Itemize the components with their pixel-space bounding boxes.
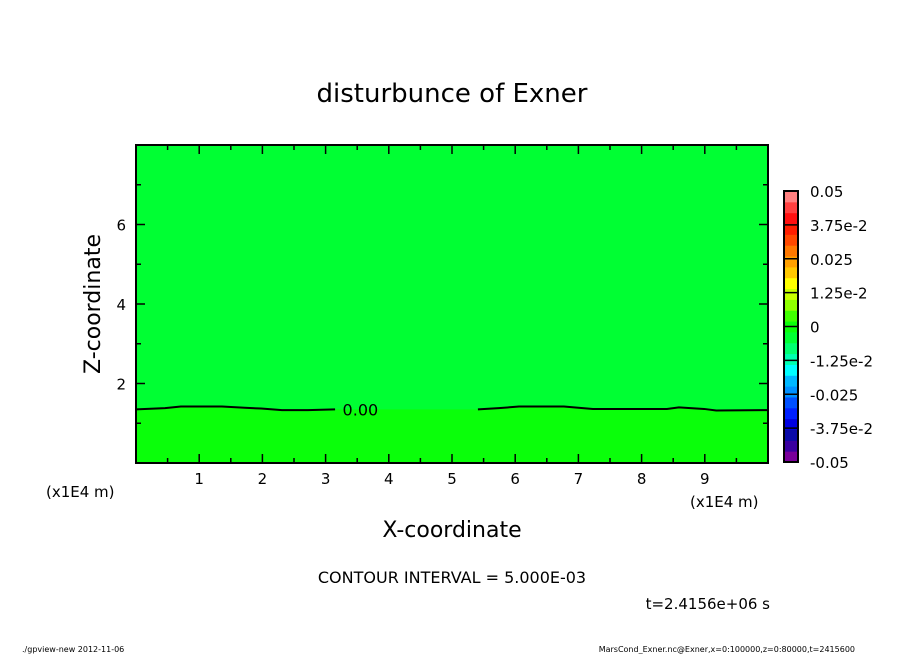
region-below-contour (136, 406, 768, 463)
colorbar-cell (784, 342, 798, 355)
colorbar-cell (784, 451, 798, 463)
y-axis-label: Z-coordinate (81, 234, 106, 374)
colorbar-cell (784, 331, 798, 344)
y-tick-label: 2 (116, 376, 126, 394)
x-unit-right: (x1E4 m) (690, 493, 759, 511)
colorbar-cell (784, 191, 798, 203)
colorbar-cell (784, 223, 798, 235)
colorbar-cell (784, 418, 798, 430)
y-tick-label: 6 (116, 217, 126, 235)
x-tick-label: 7 (574, 470, 584, 488)
colorbar-cell (784, 310, 798, 322)
colorbar: -0.05 -3.75e-2 -0.025 -1.25e-2 0 1.25e-2 0.025… (783, 183, 873, 472)
y-tick-label: 4 (116, 296, 126, 314)
colorbar-cell (784, 277, 798, 290)
colorbar-cell (784, 234, 798, 246)
colorbar-label: 0.025 (810, 251, 853, 269)
colorbar-cell (784, 245, 798, 257)
colorbar-label: -3.75e-2 (810, 420, 873, 438)
colorbar-cell (784, 299, 798, 311)
colorbar-cell (784, 407, 798, 420)
plot-area: 0.00 (135, 145, 769, 463)
x-axis-label: X-coordinate (382, 518, 521, 543)
chart-title: disturbunce of Exner (317, 79, 588, 109)
x-tick-label: 6 (510, 470, 520, 488)
colorbar-cell (784, 201, 798, 214)
colorbar-cell (784, 266, 798, 279)
colorbar-label: -0.025 (810, 386, 858, 404)
colorbar-cell (784, 375, 798, 387)
contour-interval: CONTOUR INTERVAL = 5.000E-03 (318, 568, 586, 587)
colorbar-cell (784, 288, 798, 300)
axes: 1 2 3 4 5 6 7 8 9 2 4 6 (116, 144, 769, 488)
colorbar-cell (784, 364, 798, 376)
colorbar-cell (784, 256, 798, 268)
time-label: t=2.4156e+06 s (646, 595, 771, 613)
colorbar-label: 0 (810, 319, 820, 337)
x-tick-label: 3 (321, 470, 331, 488)
contour-line (135, 405, 336, 412)
x-unit-left: (x1E4 m) (46, 483, 115, 501)
colorbar-label: -0.05 (810, 454, 849, 472)
colorbar-cell (784, 212, 798, 225)
colorbar-cell (784, 396, 798, 409)
x-tick-label: 8 (637, 470, 647, 488)
colorbar-label: 0.05 (810, 183, 843, 201)
colorbar-cell (784, 429, 798, 441)
colorbar-cell (784, 386, 798, 398)
footer-right: MarsCond_Exner.nc@Exner,x=0:100000,z=0:8… (599, 645, 855, 654)
x-tick-label: 1 (194, 470, 204, 488)
contour-label: 0.00 (343, 400, 379, 419)
contour-line (477, 405, 769, 412)
colorbar-label: -1.25e-2 (810, 352, 873, 370)
colorbar-cell (784, 353, 798, 365)
colorbar-label: 1.25e-2 (810, 285, 868, 303)
footer-left: ./gpview-new 2012-11-06 (22, 645, 124, 654)
x-tick-label: 5 (447, 470, 457, 488)
colorbar-cell (784, 440, 798, 452)
colorbar-frame (783, 190, 799, 463)
colorbar-label: 3.75e-2 (810, 217, 868, 235)
x-tick-label: 4 (384, 470, 394, 488)
x-tick-label: 9 (700, 470, 710, 488)
x-tick-label: 2 (258, 470, 268, 488)
